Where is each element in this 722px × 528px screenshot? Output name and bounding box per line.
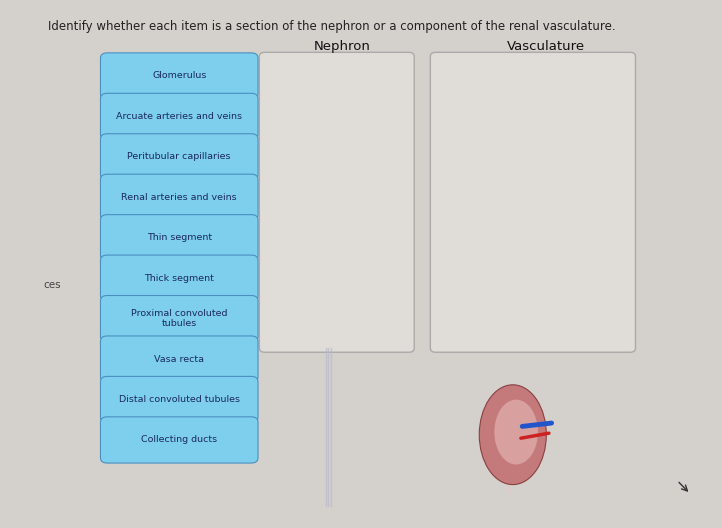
Text: Identify whether each item is a section of the nephron or a component of the ren: Identify whether each item is a section …	[48, 20, 616, 33]
FancyBboxPatch shape	[100, 214, 258, 261]
FancyBboxPatch shape	[100, 376, 258, 422]
Text: Thick segment: Thick segment	[144, 274, 214, 282]
Text: Arcuate arteries and veins: Arcuate arteries and veins	[116, 112, 243, 121]
FancyBboxPatch shape	[100, 93, 258, 139]
Text: Renal arteries and veins: Renal arteries and veins	[121, 193, 237, 202]
Text: ces: ces	[43, 280, 61, 290]
Text: Glomerulus: Glomerulus	[152, 71, 206, 80]
FancyBboxPatch shape	[100, 296, 258, 342]
FancyBboxPatch shape	[100, 417, 258, 463]
FancyBboxPatch shape	[430, 52, 635, 352]
Text: Proximal convoluted
tubules: Proximal convoluted tubules	[131, 309, 227, 328]
FancyBboxPatch shape	[100, 336, 258, 382]
Text: Peritubular capillaries: Peritubular capillaries	[128, 153, 231, 162]
FancyBboxPatch shape	[100, 174, 258, 220]
Text: Vasa recta: Vasa recta	[155, 355, 204, 364]
FancyBboxPatch shape	[259, 52, 414, 352]
Text: Collecting ducts: Collecting ducts	[142, 436, 217, 445]
FancyBboxPatch shape	[100, 255, 258, 301]
Text: Nephron: Nephron	[313, 40, 370, 52]
Text: Distal convoluted tubules: Distal convoluted tubules	[118, 395, 240, 404]
FancyBboxPatch shape	[100, 134, 258, 180]
Text: Thin segment: Thin segment	[147, 233, 212, 242]
FancyBboxPatch shape	[100, 53, 258, 99]
Text: Vasculature: Vasculature	[508, 40, 586, 52]
Ellipse shape	[495, 400, 538, 465]
Ellipse shape	[479, 385, 547, 485]
